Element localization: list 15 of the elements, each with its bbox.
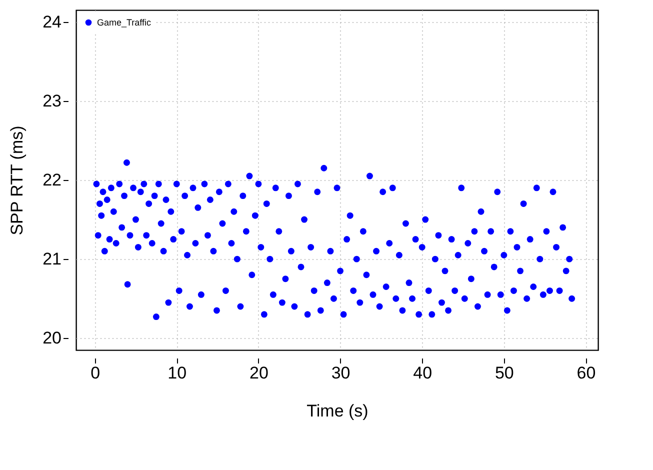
- x-tick-label: 50: [494, 364, 514, 382]
- x-tick-label: 30: [331, 364, 350, 382]
- x-tick-label: 10: [168, 364, 187, 382]
- legend-label: Game_Traffic: [97, 18, 152, 28]
- y-tick-label: 24: [42, 12, 62, 32]
- x-tick-label: 20: [249, 364, 268, 382]
- x-tick-label: 40: [413, 364, 432, 382]
- x-axis-title: Time (s): [306, 402, 368, 420]
- y-axis-title: SPP RTT (ms): [8, 126, 27, 236]
- y-tick-label: 20: [42, 328, 62, 348]
- x-tick-label: 0: [90, 364, 100, 382]
- y-tick-label: 22: [42, 170, 62, 190]
- y-tick-label: 21: [42, 250, 62, 269]
- y-tick-label: 23: [42, 91, 62, 110]
- x-tick-label: 60: [576, 364, 596, 382]
